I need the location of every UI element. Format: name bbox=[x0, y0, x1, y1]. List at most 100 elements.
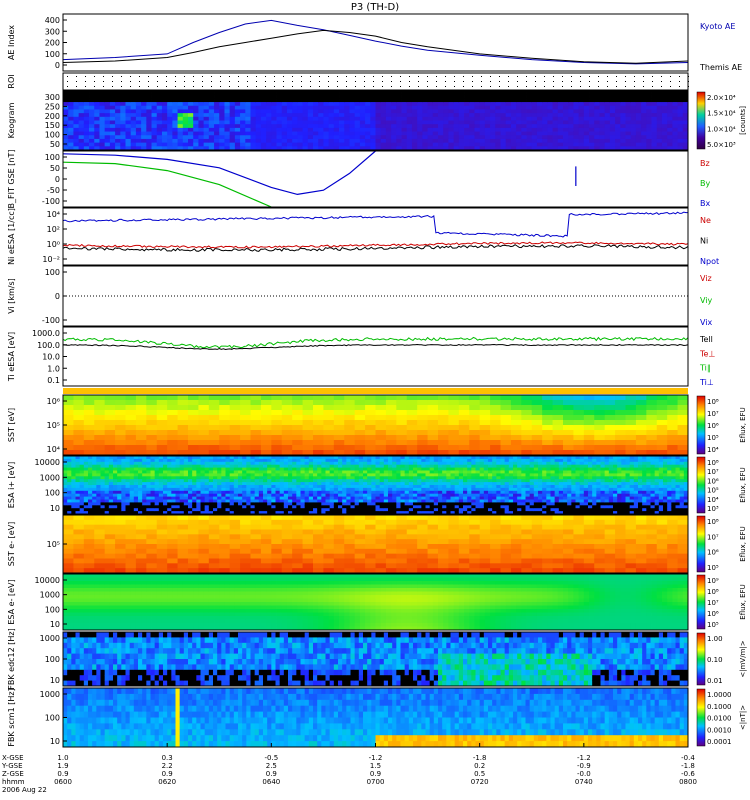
y-tick-label: 10⁵ bbox=[47, 540, 60, 549]
y-tick-label: 100 bbox=[45, 50, 60, 59]
x-axis-row-label: 2006 Aug 22 bbox=[2, 786, 47, 794]
y-axis-label-bfield: B_FIT GSE [nT] bbox=[7, 150, 16, 209]
y-tick-label: 50 bbox=[50, 164, 60, 173]
x-tick-label: 1.0 bbox=[57, 754, 68, 762]
density-series-ne bbox=[62, 241, 689, 249]
y-axis-label-velocity: Vi [km/s] bbox=[7, 278, 16, 314]
y-tick-label: 10 bbox=[50, 737, 60, 746]
colorbar-tick-label: 10⁵ bbox=[707, 564, 719, 572]
colorbar-tick-label: 10⁶ bbox=[707, 610, 719, 618]
legend-entry: Tell bbox=[699, 335, 713, 344]
x-tick-label: -1.2 bbox=[577, 754, 591, 762]
colorbar-tick-label: 10⁹ bbox=[707, 577, 719, 585]
colorbar-tick-label: 10⁷ bbox=[707, 410, 719, 418]
x-tick-label: 0.5 bbox=[474, 770, 485, 778]
y-tick-label: 10⁴ bbox=[47, 210, 60, 219]
legend-entry: Bz bbox=[700, 159, 710, 168]
panel-frame-esa_e bbox=[62, 573, 689, 631]
colorbar-tick-label: 10⁸ bbox=[707, 459, 719, 467]
y-tick-label: 10⁶ bbox=[47, 397, 60, 406]
y-tick-label: 100 bbox=[45, 489, 60, 498]
x-tick-label: 0720 bbox=[471, 778, 489, 786]
y-tick-label: 300 bbox=[45, 27, 60, 36]
ae-series-themis-ae bbox=[62, 29, 689, 64]
colorbar-tick-label: 0.0001 bbox=[707, 738, 732, 746]
y-tick-label: 100.0 bbox=[37, 341, 60, 350]
keogram-spectrogram bbox=[63, 91, 689, 151]
chart-title: P3 (TH-D) bbox=[351, 2, 399, 13]
y-tick-label: 1000 bbox=[40, 634, 60, 643]
colorbar-tick-label: 10³ bbox=[707, 505, 719, 513]
x-tick-label: -1.8 bbox=[681, 762, 695, 770]
x-tick-label: 2.5 bbox=[266, 762, 277, 770]
y-tick-label: 50 bbox=[50, 140, 60, 149]
colorbar-esa_e bbox=[696, 574, 706, 630]
colorbar-label-keogram: [counts] bbox=[739, 106, 747, 135]
status-strip bbox=[63, 388, 688, 394]
colorbar-tick-label: 10⁵ bbox=[707, 487, 719, 495]
colorbar-tick-label: 10⁸ bbox=[707, 588, 719, 596]
y-tick-label: 300 bbox=[45, 93, 60, 102]
colorbar-tick-label: 10⁶ bbox=[707, 477, 719, 485]
x-tick-label: 0600 bbox=[54, 778, 72, 786]
y-tick-label: 10000 bbox=[35, 576, 60, 585]
fbk-b-spectrogram bbox=[63, 688, 689, 748]
bfield-series-by bbox=[62, 161, 272, 208]
temp-series-ti-par bbox=[62, 336, 689, 349]
colorbar-tick-label: 0.0010 bbox=[707, 726, 732, 734]
y-tick-label: 10⁴ bbox=[47, 445, 60, 454]
x-axis-row-label: X-GSE bbox=[2, 754, 24, 762]
legend-entry: Bx bbox=[700, 199, 710, 208]
panel-frame-temp bbox=[62, 326, 689, 387]
legend-entry: Ti∥ bbox=[699, 364, 711, 373]
colorbar-tick-label: 0.1000 bbox=[707, 703, 732, 711]
y-tick-label: 1000 bbox=[40, 690, 60, 699]
density-series-ni bbox=[62, 211, 688, 238]
y-tick-label: 250 bbox=[45, 102, 60, 111]
colorbar-sst_e bbox=[696, 515, 706, 573]
x-tick-label: 0.9 bbox=[370, 770, 381, 778]
roi-markers bbox=[67, 76, 689, 87]
y-axis-label-ae: AE Index bbox=[7, 25, 16, 60]
x-tick-label: 0.9 bbox=[266, 770, 277, 778]
x-tick-label: 0800 bbox=[679, 778, 697, 786]
sst-electron-spectrogram bbox=[63, 515, 689, 574]
legend-entry: Ne bbox=[700, 216, 711, 225]
sst-ion-spectrogram bbox=[63, 395, 689, 456]
y-axis-label-esa_i: ESA i+ [eV] bbox=[7, 462, 16, 508]
colorbar-tick-label: 1.00 bbox=[707, 635, 723, 643]
x-tick-label: 0640 bbox=[262, 778, 280, 786]
colorbar-tick-label: 10⁵ bbox=[707, 434, 719, 442]
x-tick-label: 1.5 bbox=[370, 762, 381, 770]
colorbar-tick-label: 2.0×10⁴ bbox=[707, 94, 736, 102]
colorbar-fbk_b bbox=[696, 688, 706, 747]
y-labels-layer: AE Index ROI Keogram B_FIT GSE [nT]Ni eESA … bbox=[7, 25, 16, 747]
y-tick-label: 10 bbox=[50, 620, 60, 629]
x-axis-row-label: hhmm bbox=[2, 778, 25, 786]
esa-electron-spectrogram bbox=[63, 574, 689, 631]
y-tick-label: 150 bbox=[45, 121, 60, 130]
y-tick-label: 200 bbox=[45, 39, 60, 48]
y-tick-label: 10 bbox=[50, 676, 60, 685]
y-tick-label: 100 bbox=[45, 131, 60, 140]
y-axis-label-sst_e: SST e- [eV] bbox=[7, 522, 16, 567]
y-tick-label: 10⁰ bbox=[47, 240, 60, 249]
x-tick-label: -0.4 bbox=[681, 754, 695, 762]
y-tick-label: 1000 bbox=[40, 591, 60, 600]
y-tick-label: 10⁵ bbox=[47, 421, 60, 430]
y-tick-label: 10² bbox=[47, 225, 60, 234]
temp-series-tell bbox=[62, 343, 689, 351]
panel-frame-bfield bbox=[62, 150, 689, 208]
colorbar-esa_i bbox=[696, 456, 706, 514]
colorbar-label-sst_i: Eflux, EFU bbox=[739, 407, 747, 442]
x-axis-row-label: Y-GSE bbox=[1, 762, 23, 770]
x-tick-label: 0.9 bbox=[162, 770, 173, 778]
y-tick-label: 100 bbox=[45, 714, 60, 723]
x-tick-label: -1.2 bbox=[369, 754, 383, 762]
y-ticks-layer: 400300200100030025020015010050100500-50-… bbox=[32, 16, 67, 746]
colorbar-tick-label: 10⁴ bbox=[707, 496, 719, 504]
y-tick-label: 10⁻² bbox=[42, 255, 60, 264]
y-tick-label: 100 bbox=[45, 268, 60, 277]
colorbar-fbk_e bbox=[696, 632, 706, 686]
